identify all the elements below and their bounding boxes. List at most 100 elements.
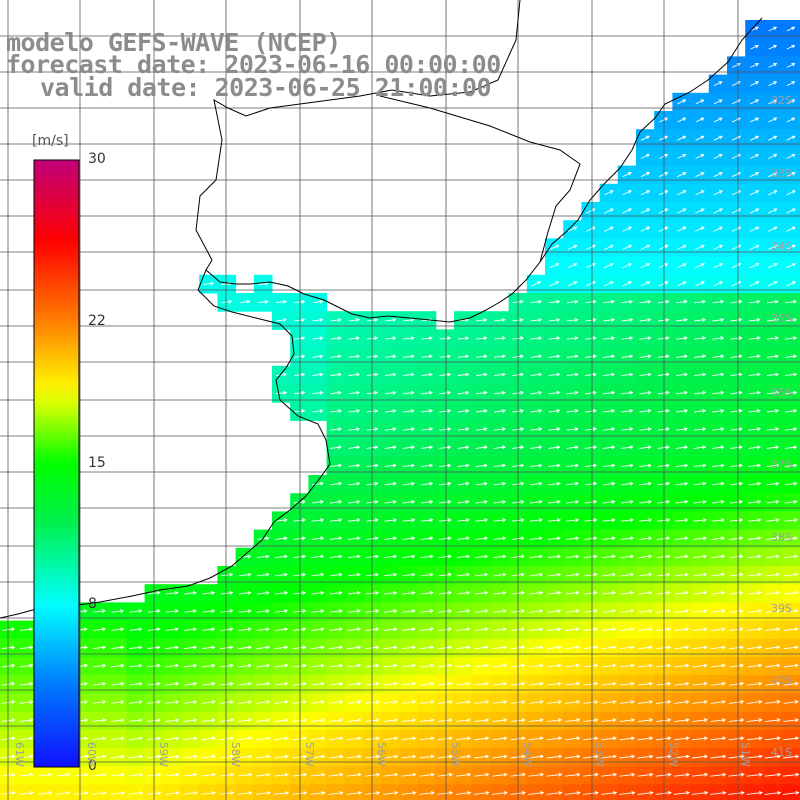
wind-arrow-icon (475, 572, 489, 577)
wind-arrow-icon (748, 427, 762, 432)
wind-arrow-icon (583, 609, 598, 613)
wind-arrow-icon (622, 172, 632, 178)
wind-arrow-icon (439, 445, 452, 450)
wind-arrow-icon (656, 627, 671, 632)
wind-arrow-icon (784, 499, 798, 504)
wind-cell (181, 784, 200, 800)
latitude-label: 35S (771, 312, 792, 325)
wind-arrow-icon (783, 663, 799, 668)
wind-arrow-icon (585, 336, 597, 341)
wind-arrow-icon (165, 609, 179, 613)
wind-arrow-icon (784, 390, 798, 395)
wind-arrow-icon (564, 790, 581, 795)
wind-arrow-icon (256, 627, 271, 632)
wind-arrow-icon (401, 736, 417, 741)
wind-arrow-icon (384, 390, 397, 395)
wind-arrow-icon (710, 645, 726, 650)
wind-arrow-icon (493, 572, 507, 577)
wind-arrow-icon (675, 354, 688, 359)
wind-arrow-icon (730, 463, 743, 468)
wind-arrow-icon (566, 445, 579, 450)
wind-arrow-icon (601, 718, 617, 723)
wind-arrow-icon (748, 463, 762, 468)
wind-arrow-icon (547, 700, 563, 704)
wind-arrow-icon (329, 572, 343, 577)
wind-arrow-icon (619, 790, 636, 795)
wind-cell (435, 784, 455, 800)
longitude-label: 57W (303, 742, 316, 767)
wind-arrow-icon (294, 299, 306, 304)
wind-arrow-icon (474, 609, 489, 613)
wind-cell (690, 784, 710, 800)
wind-arrow-icon (694, 372, 707, 377)
wind-arrow-icon (584, 554, 598, 559)
wind-arrow-icon (583, 627, 599, 632)
wind-arrow-icon (275, 372, 288, 377)
wind-arrow-icon (330, 427, 343, 432)
wind-arrow-icon (621, 408, 634, 413)
wind-arrow-icon (638, 645, 653, 650)
wind-arrow-icon (202, 627, 216, 632)
wind-arrow-icon (92, 663, 107, 668)
colorbar-units: [m/s] (32, 133, 69, 149)
wind-arrow-icon (748, 299, 761, 304)
wind-arrow-icon (783, 718, 800, 723)
wind-arrow-icon (384, 481, 397, 486)
wind-arrow-icon (712, 445, 725, 450)
wind-arrow-icon (638, 536, 653, 541)
wind-arrow-icon (402, 536, 416, 541)
wind-arrow-icon (256, 609, 270, 613)
wind-arrow-icon (640, 172, 651, 178)
wind-arrow-icon (602, 554, 616, 559)
wind-arrow-icon (677, 117, 687, 123)
wind-arrow-icon (475, 427, 488, 432)
wind-arrow-icon (675, 572, 689, 577)
wind-arrow-icon (456, 590, 471, 595)
wind-arrow-icon (784, 572, 799, 577)
latitude-label: 41S (771, 746, 792, 759)
wind-arrow-icon (621, 463, 634, 468)
wind-arrow-icon (765, 718, 781, 723)
wind-arrow-icon (494, 354, 506, 359)
wind-arrow-icon (384, 554, 398, 559)
wind-arrow-icon (292, 645, 307, 650)
wind-arrow-icon (311, 499, 325, 504)
wind-arrow-icon (347, 536, 361, 541)
wind-arrow-icon (19, 791, 35, 795)
wind-arrow-icon (385, 336, 397, 341)
wind-arrow-icon (619, 772, 636, 777)
wind-arrow-icon (782, 772, 800, 777)
wind-arrow-icon (255, 791, 271, 795)
wind-arrow-icon (602, 445, 616, 450)
wind-arrow-icon (438, 627, 453, 632)
wind-arrow-icon (455, 754, 472, 759)
wind-arrow-icon (311, 645, 325, 650)
wind-arrow-icon (603, 318, 616, 322)
wind-arrow-icon (92, 627, 107, 632)
wind-arrow-icon (622, 226, 633, 232)
wind-arrow-icon (528, 736, 544, 741)
wind-arrow-icon (768, 44, 778, 50)
wind-arrow-icon (750, 135, 760, 141)
wind-cell (454, 784, 473, 800)
wind-arrow-icon (584, 408, 598, 413)
wind-arrow-icon (584, 572, 598, 577)
wind-arrow-icon (530, 463, 543, 468)
wind-arrow-icon (712, 299, 725, 304)
wind-arrow-icon (93, 609, 106, 613)
wind-arrow-icon (784, 408, 798, 413)
wind-arrow-icon (730, 336, 743, 341)
wind-arrow-icon (583, 663, 599, 668)
wind-arrow-icon (585, 262, 596, 269)
wind-arrow-icon (768, 99, 778, 105)
wind-arrow-icon (383, 790, 399, 795)
wind-arrow-icon (457, 481, 470, 486)
wind-arrow-icon (348, 354, 361, 359)
wind-arrow-icon (657, 463, 671, 468)
wind-arrow-icon (219, 754, 235, 759)
wind-arrow-icon (348, 445, 361, 450)
wind-arrow-icon (730, 481, 744, 486)
wind-arrow-icon (437, 754, 453, 759)
wind-arrow-icon (348, 336, 361, 341)
